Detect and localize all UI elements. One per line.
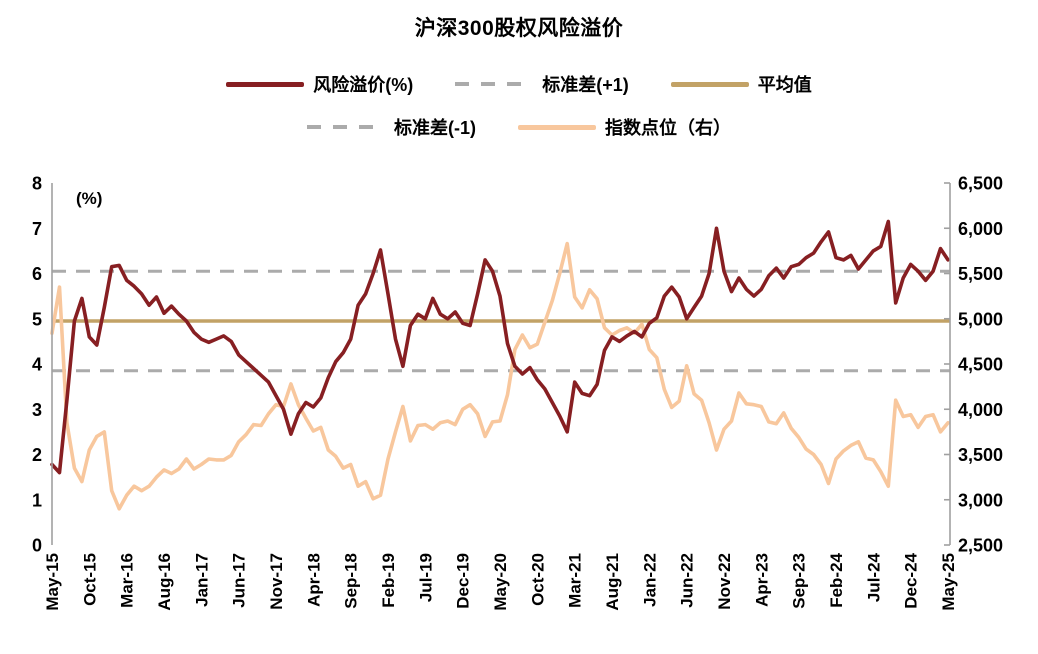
- left-axis-tick: 7: [32, 219, 42, 239]
- right-axis-tick: 3,500: [958, 445, 1003, 465]
- legend-item-mean: 平均值: [670, 71, 812, 97]
- x-axis-tick: Sep-23: [790, 553, 809, 609]
- right-axis-tick: 6,500: [958, 174, 1003, 194]
- legend-label-std-minus: 标准差(-1): [394, 118, 476, 138]
- x-axis-tick: Jan-22: [640, 553, 659, 607]
- legend-item-index-level: 指数点位（右）: [518, 114, 731, 140]
- left-axis-tick: 3: [32, 400, 42, 420]
- legend-item-risk-premium: 风险溢价(%): [226, 71, 413, 97]
- x-axis-tick: Apr-18: [304, 553, 323, 607]
- x-axis-tick: Feb-19: [379, 553, 398, 608]
- x-axis-tick: Aug-21: [603, 553, 622, 611]
- x-axis-tick: May-20: [491, 553, 510, 611]
- right-axis-tick: 6,000: [958, 219, 1003, 239]
- x-axis-tick: May-15: [43, 553, 62, 611]
- x-axis-tick: May-25: [939, 553, 958, 611]
- x-axis-tick: Jun-17: [230, 553, 249, 608]
- x-axis-tick: Mar-21: [566, 553, 585, 608]
- right-axis-tick: 4,000: [958, 400, 1003, 420]
- reference-lines: [52, 269, 950, 373]
- legend-item-std-plus: 标准差(+1): [455, 71, 629, 97]
- left-axis-tick-labels: 0 1 2 3 4 5 6 7 8: [32, 174, 42, 556]
- x-axis-tick: Apr-23: [752, 553, 771, 607]
- x-axis-tick: Feb-24: [827, 552, 846, 607]
- left-axis-unit-label: (%): [76, 189, 102, 208]
- x-axis-tick: Mar-16: [118, 553, 137, 608]
- left-axis-tick: 2: [32, 445, 42, 465]
- left-axis-tick: 6: [32, 264, 42, 284]
- right-axis-tick: 5,000: [958, 309, 1003, 329]
- left-axis-tick: 1: [32, 490, 42, 510]
- risk-premium-line-swatch: [226, 81, 305, 87]
- x-axis-tick: Nov-17: [267, 553, 286, 610]
- chart-title: 沪深300股权风险溢价: [414, 17, 624, 40]
- x-axis-tick: Jun-22: [678, 553, 697, 608]
- legend-label-risk-premium: 风险溢价(%): [313, 75, 414, 95]
- legend-label-index-level: 指数点位（右）: [605, 118, 731, 138]
- right-axis-tick: 4,500: [958, 355, 1003, 375]
- axes: [51, 182, 951, 546]
- data-series: [50, 219, 950, 511]
- std-plus-line-swatch: [455, 82, 534, 86]
- legend-row-2: 标准差(-1) 指数点位（右）: [0, 115, 1038, 139]
- legend-item-std-minus: 标准差(-1): [307, 114, 476, 140]
- percent-unit-label: (%): [76, 189, 102, 208]
- right-axis-tick-labels: 2,500 3,000 3,500 4,000 4,500 5,000 5,500 6,000…: [958, 174, 1003, 556]
- x-axis-tick: Jul-24: [864, 552, 883, 602]
- x-axis-tick: Sep-18: [342, 553, 361, 609]
- x-axis-tick: Nov-22: [715, 553, 734, 610]
- left-axis-tick: 0: [32, 536, 42, 556]
- left-axis-tick: 8: [32, 174, 42, 194]
- std-minus-line-swatch: [307, 125, 385, 129]
- right-axis-tick: 5,500: [958, 264, 1003, 284]
- mean-line-swatch: [670, 81, 749, 87]
- right-axis-tick: 3,000: [958, 490, 1003, 510]
- x-axis-tick: Oct-15: [80, 553, 99, 606]
- left-axis-tick: 5: [32, 309, 42, 329]
- x-axis-tick: Aug-16: [155, 553, 174, 611]
- x-axis-tick: Dec-19: [454, 553, 473, 609]
- right-axis-tick: 2,500: [958, 536, 1003, 556]
- index-level-line: [50, 241, 950, 511]
- x-axis-tick: Jul-19: [416, 553, 435, 602]
- chart-legend: 风险溢价(%) 标准差(+1) 平均值 标准差(-1) 指数点位（右）: [0, 72, 1038, 158]
- legend-row-1: 风险溢价(%) 标准差(+1) 平均值: [0, 72, 1038, 96]
- legend-label-mean: 平均值: [757, 75, 812, 95]
- index-level-line-swatch: [518, 124, 596, 130]
- x-axis-tick: Oct-20: [528, 553, 547, 606]
- x-axis-tick: Jan-17: [192, 553, 211, 607]
- x-axis-tick-labels: May-15 Oct-15 Mar-16 Aug-16 Jan-17 Jun-17 Nov-…: [43, 552, 958, 610]
- legend-label-std-plus: 标准差(+1): [542, 75, 629, 95]
- x-axis-tick: Dec-24: [902, 552, 921, 608]
- left-axis-tick: 4: [32, 355, 42, 375]
- risk-premium-line: [50, 219, 950, 475]
